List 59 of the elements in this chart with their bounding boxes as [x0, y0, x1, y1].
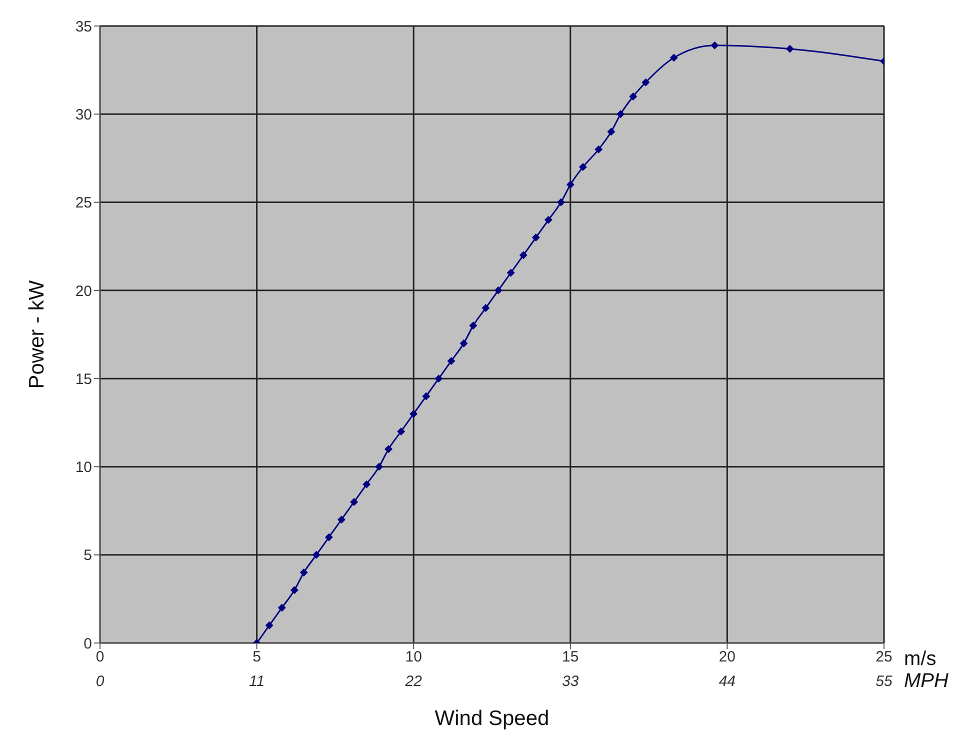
- point: [312, 550, 320, 559]
- point: [607, 128, 616, 136]
- point: [629, 92, 638, 101]
- y-tick-label: 30: [75, 106, 92, 124]
- y-tick-label: 10: [75, 459, 92, 476]
- point: [786, 44, 794, 53]
- point: [350, 498, 358, 506]
- x2-axis-title: MPH: [904, 670, 949, 692]
- x2-tick-label: 44: [718, 673, 736, 690]
- point: [494, 286, 502, 294]
- point: [447, 356, 456, 365]
- point: [469, 322, 478, 330]
- point: [290, 586, 298, 594]
- point: [375, 462, 384, 471]
- point: [422, 392, 430, 400]
- y-tick-label: 15: [75, 370, 92, 388]
- point: [544, 216, 552, 224]
- x2-tick-label: 33: [562, 673, 580, 690]
- x2-tick-label: 0: [96, 673, 105, 690]
- point: [460, 339, 468, 348]
- x-axis-title: Wind Speed: [434, 707, 550, 730]
- text: m/s: [904, 648, 936, 670]
- point: [556, 198, 565, 206]
- point: [397, 427, 406, 436]
- x2-tick-label: 55: [876, 673, 893, 690]
- point: [616, 110, 625, 118]
- y-tick-label: 35: [75, 18, 92, 36]
- x2-tick-label: 11: [249, 673, 265, 690]
- x-tick-label: 20: [718, 648, 736, 666]
- y-tick-label: 5: [84, 547, 92, 564]
- point: [710, 41, 719, 50]
- x-tick-label: 15: [562, 648, 579, 666]
- point: [519, 251, 528, 260]
- point: [300, 568, 308, 576]
- point: [642, 78, 650, 86]
- point: [324, 533, 333, 542]
- point: [578, 163, 587, 172]
- x-tick-label: 5: [252, 648, 261, 666]
- x-tick-label: 0: [96, 648, 104, 666]
- point: [278, 604, 286, 612]
- point: [566, 180, 574, 189]
- y-axis-title: Power - kW: [25, 280, 48, 389]
- point: [506, 268, 515, 277]
- point: [384, 445, 393, 454]
- y-tick-label: 20: [75, 282, 92, 300]
- point: [594, 145, 603, 154]
- point: [482, 304, 490, 312]
- x-tick-label: 25: [876, 648, 892, 666]
- x2-tick-label: 22: [404, 673, 423, 690]
- x-tick-label: 10: [405, 648, 422, 666]
- point: [265, 621, 274, 630]
- point: [337, 516, 346, 524]
- point: [434, 374, 443, 383]
- y-tick-label: 25: [75, 194, 92, 212]
- point: [410, 410, 418, 418]
- point: [362, 480, 371, 488]
- point: [670, 54, 678, 62]
- y-tick-label: 0: [84, 635, 92, 652]
- point: [532, 234, 540, 242]
